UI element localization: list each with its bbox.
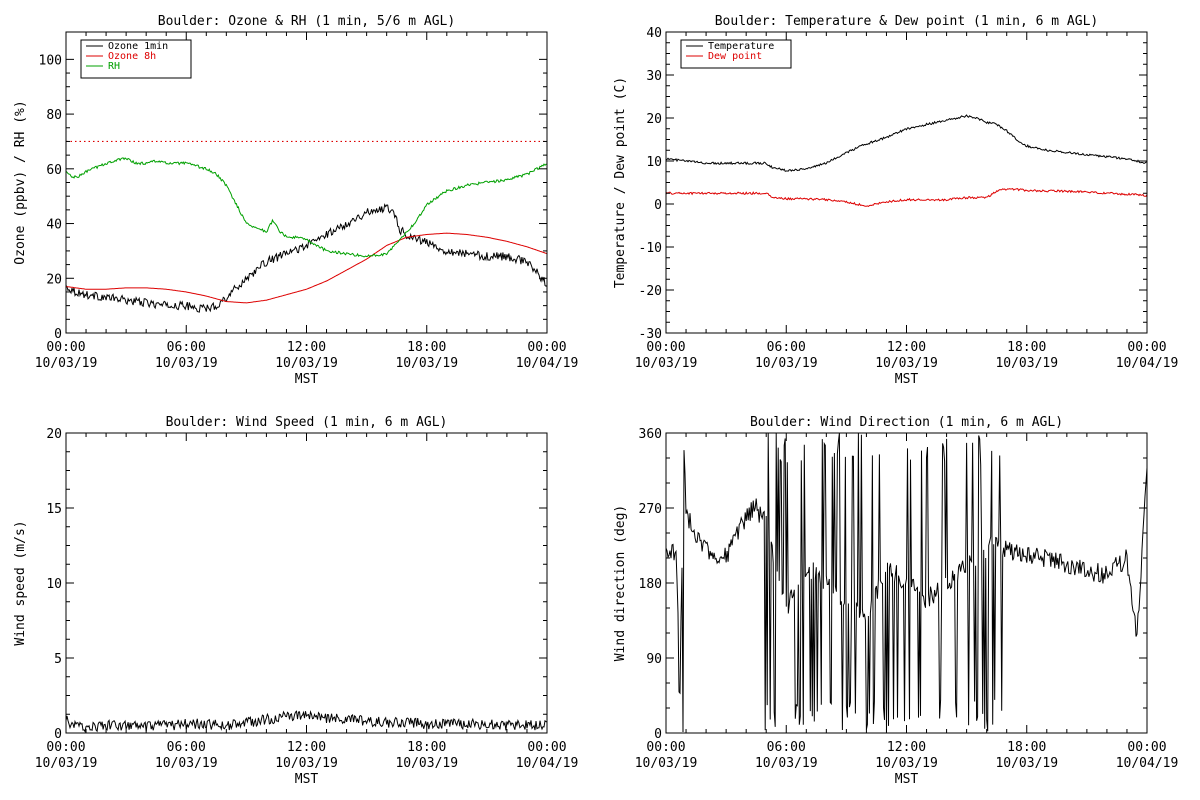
legend-entry: Ozone 8h (108, 51, 156, 62)
y-tick-label: 360 (639, 427, 662, 442)
y-tick-label: 270 (639, 502, 662, 517)
series-line-1 (665, 432, 1148, 733)
x-tick-time: 00:00 (46, 340, 85, 355)
series-line-1 (665, 114, 1147, 172)
chart-title: Boulder: Temperature & Dew point (1 min,… (715, 14, 1099, 29)
legend-box (680, 39, 792, 69)
plot-frame (665, 432, 1148, 734)
x-tick-date: 10/03/19 (35, 756, 98, 771)
y-tick-label: 15 (46, 502, 62, 517)
x-tick-time: 00:00 (646, 740, 685, 755)
x-tick-date: 10/03/19 (635, 756, 698, 771)
x-tick-time: 06:00 (167, 740, 206, 755)
y-tick-label: 20 (646, 112, 662, 127)
x-tick-time: 12:00 (887, 740, 926, 755)
plot-frame (65, 432, 548, 734)
x-tick-time: 00:00 (1127, 340, 1166, 355)
y-tick-label: 10 (646, 155, 662, 170)
y-tick-label: 5 (54, 652, 62, 667)
x-tick-date: 10/04/19 (516, 356, 579, 371)
y-tick-label: 20 (46, 427, 62, 442)
chart-panel-4: 09018027036000:0010/03/1906:0010/03/1912… (613, 415, 1178, 787)
y-tick-label: 0 (54, 327, 62, 342)
x-tick-date: 10/04/19 (1116, 756, 1179, 771)
series-line-1 (65, 203, 548, 313)
y-tick-label: 40 (46, 218, 62, 233)
x-axis-label: MST (895, 372, 919, 387)
x-tick-time: 00:00 (46, 740, 85, 755)
chart-title: Boulder: Ozone & RH (1 min, 5/6 m AGL) (158, 14, 455, 29)
y-tick-label: 0 (54, 727, 62, 742)
y-tick-label: 20 (46, 272, 62, 287)
chart-panel-3: 0510152000:0010/03/1906:0010/03/1912:001… (13, 415, 578, 787)
x-tick-date: 10/03/19 (755, 756, 818, 771)
x-tick-time: 00:00 (527, 740, 566, 755)
x-tick-date: 10/03/19 (875, 356, 938, 371)
x-tick-date: 10/03/19 (995, 756, 1058, 771)
y-axis-label: Temperature / Dew point (C) (613, 77, 628, 288)
x-tick-time: 18:00 (1007, 740, 1046, 755)
x-tick-time: 00:00 (527, 340, 566, 355)
chart-panel-2: -30-20-1001020304000:0010/03/1906:0010/0… (613, 14, 1178, 387)
x-tick-time: 12:00 (287, 340, 326, 355)
x-tick-time: 00:00 (646, 340, 685, 355)
y-axis-label: Wind direction (deg) (613, 505, 628, 662)
y-tick-label: 10 (46, 577, 62, 592)
y-tick-label: 100 (39, 53, 62, 68)
legend-entry: RH (108, 61, 120, 72)
x-tick-date: 10/03/19 (395, 756, 458, 771)
y-axis-label: Ozone (ppbv) / RH (%) (13, 100, 28, 264)
y-tick-label: 30 (646, 69, 662, 84)
x-tick-time: 06:00 (167, 340, 206, 355)
y-tick-label: 60 (46, 163, 62, 178)
series-line-2 (665, 188, 1148, 207)
x-axis-label: MST (295, 372, 319, 387)
x-axis-label: MST (895, 772, 919, 787)
x-tick-time: 18:00 (407, 740, 446, 755)
x-tick-date: 10/03/19 (275, 756, 338, 771)
x-tick-time: 18:00 (407, 340, 446, 355)
legend-entry: Ozone 1min (108, 41, 168, 52)
x-tick-time: 00:00 (1127, 740, 1166, 755)
chart-panel-1: 02040608010000:0010/03/1906:0010/03/1912… (13, 14, 578, 387)
x-tick-date: 10/04/19 (516, 756, 579, 771)
legend-entry: Temperature (708, 41, 774, 52)
y-axis-label: Wind speed (m/s) (13, 520, 28, 645)
x-tick-date: 10/03/19 (35, 356, 98, 371)
x-tick-date: 10/03/19 (275, 356, 338, 371)
y-tick-label: -20 (639, 284, 662, 299)
series-line-3 (65, 157, 547, 258)
x-tick-time: 12:00 (887, 340, 926, 355)
x-tick-time: 18:00 (1007, 340, 1046, 355)
x-tick-date: 10/03/19 (995, 356, 1058, 371)
x-tick-date: 10/03/19 (395, 356, 458, 371)
plot-frame (665, 31, 1148, 334)
y-tick-label: 40 (646, 26, 662, 41)
chart-title: Boulder: Wind Speed (1 min, 6 m AGL) (166, 415, 448, 430)
chart-title: Boulder: Wind Direction (1 min, 6 m AGL) (750, 415, 1063, 430)
x-tick-date: 10/03/19 (155, 756, 218, 771)
y-tick-label: 90 (646, 652, 662, 667)
x-tick-date: 10/03/19 (635, 356, 698, 371)
y-tick-label: 0 (654, 727, 662, 742)
x-tick-time: 12:00 (287, 740, 326, 755)
x-tick-date: 10/03/19 (875, 756, 938, 771)
x-axis-label: MST (295, 772, 319, 787)
y-tick-label: -30 (639, 327, 662, 342)
x-tick-time: 06:00 (767, 740, 806, 755)
x-tick-date: 10/04/19 (1116, 356, 1179, 371)
y-tick-label: -10 (639, 241, 662, 256)
x-tick-time: 06:00 (767, 340, 806, 355)
x-tick-date: 10/03/19 (755, 356, 818, 371)
series-line-2 (65, 232, 548, 304)
x-tick-date: 10/03/19 (155, 356, 218, 371)
y-tick-label: 80 (46, 108, 62, 123)
legend-entry: Dew point (708, 51, 762, 62)
y-tick-label: 0 (654, 198, 662, 213)
y-tick-label: 180 (639, 577, 662, 592)
